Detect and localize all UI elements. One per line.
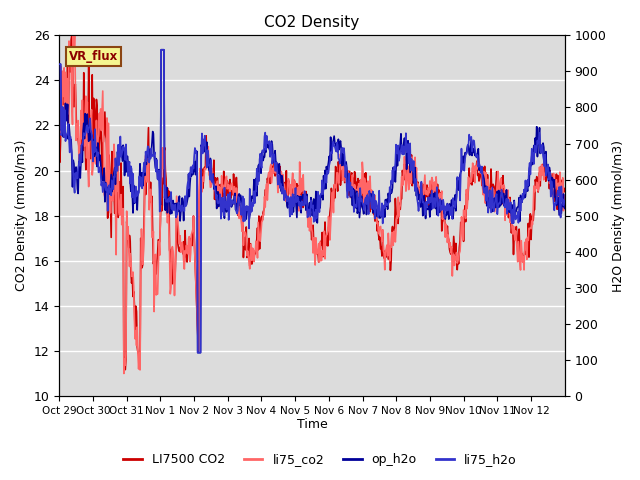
Text: VR_flux: VR_flux (69, 50, 118, 63)
Legend: LI7500 CO2, li75_co2, op_h2o, li75_h2o: LI7500 CO2, li75_co2, op_h2o, li75_h2o (118, 448, 522, 471)
X-axis label: Time: Time (296, 419, 328, 432)
Y-axis label: CO2 Density (mmol/m3): CO2 Density (mmol/m3) (15, 140, 28, 291)
Title: CO2 Density: CO2 Density (264, 15, 360, 30)
Y-axis label: H2O Density (mmol/m3): H2O Density (mmol/m3) (612, 140, 625, 292)
